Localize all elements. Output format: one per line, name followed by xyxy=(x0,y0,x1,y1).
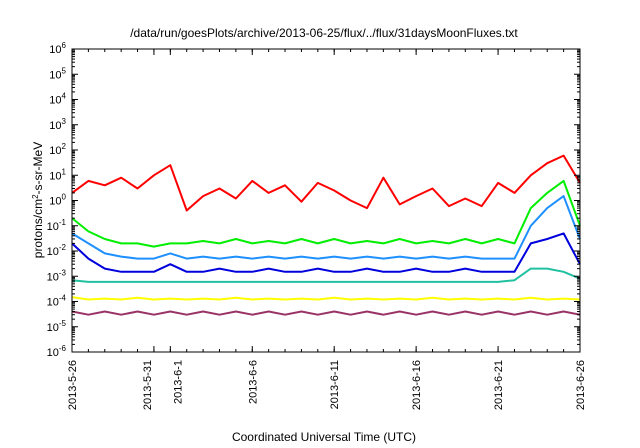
y-tick-label: 106 xyxy=(49,41,66,56)
y-axis-label: protons/cm2-s-sr-MeV xyxy=(31,142,46,258)
x-tick-label: 2013-6-16 xyxy=(411,360,423,410)
series-layer xyxy=(71,154,581,316)
x-axis-label: Coordinated Universal Time (UTC) xyxy=(232,430,416,444)
plot-frame xyxy=(71,48,581,353)
series-line-6 xyxy=(71,310,581,316)
chart-title: /data/run/goesPlots/archive/2013-06-25/f… xyxy=(130,26,518,40)
x-tick-label: 2013-5-26 xyxy=(67,360,79,410)
x-tick-label: 2013-5-31 xyxy=(142,360,154,410)
y-tick-label: 10-2 xyxy=(47,243,67,258)
series-line-1 xyxy=(71,179,581,248)
y-tick-label: 10-5 xyxy=(47,319,67,334)
series-line-0 xyxy=(71,154,581,212)
series-line-3 xyxy=(71,232,581,273)
axis-layer: 10-6 10-5 10-4 10-3 10-2 10-1 100 101 102 103 104 1… xyxy=(47,41,587,410)
series-line-2 xyxy=(71,195,581,260)
y-tick-label: 10-3 xyxy=(47,268,67,283)
y-tick-label: 10-1 xyxy=(47,218,67,233)
x-tick-label: 2013-6-21 xyxy=(493,360,505,410)
y-tick-label: 105 xyxy=(49,66,66,81)
y-tick-label: 101 xyxy=(49,167,66,182)
series-line-5 xyxy=(71,296,581,301)
y-tick-label: 10-4 xyxy=(47,294,67,309)
x-tick-label: 2013-6-1 xyxy=(172,360,184,404)
y-tick-label: 104 xyxy=(49,92,66,107)
x-tick-label: 2013-6-11 xyxy=(329,360,341,409)
x-tick-label: 2013-6-6 xyxy=(247,360,259,404)
x-tick-label: 2013-6-26 xyxy=(575,360,587,410)
y-tick-label: 100 xyxy=(49,193,66,208)
y-tick-label: 103 xyxy=(49,117,66,132)
y-tick-label: 10-6 xyxy=(47,344,67,359)
series-line-4 xyxy=(71,267,581,283)
y-tick-label: 102 xyxy=(49,142,66,157)
